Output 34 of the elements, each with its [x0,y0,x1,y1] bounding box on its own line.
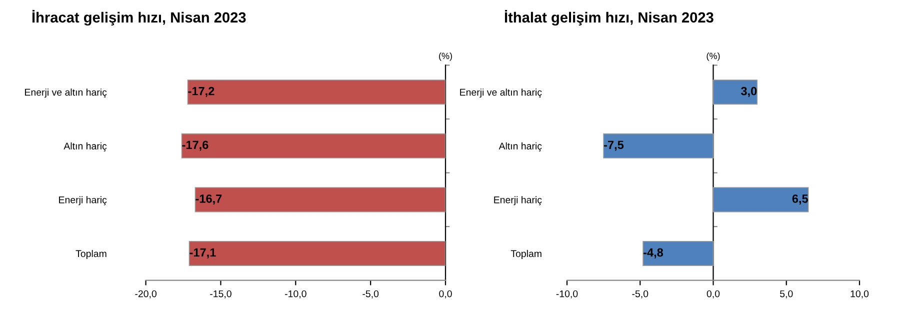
text: (%) [706,52,720,61]
y-tick-label: Enerji ve altın hariç [460,88,542,98]
bar [712,80,758,105]
data-label: -17,6 [182,140,208,151]
x-tick-label: 10,0 [850,290,869,298]
x-tick-label: -20,0 [135,290,156,298]
y-tick-label: Toplam [510,250,542,260]
data-label: 6,5 [792,194,808,205]
data-label: -7,5 [604,140,624,151]
x-tick-label: -5,0 [632,290,648,298]
chart-title: İhracat gelişim hızı, Nisan 2023 [32,10,246,26]
data-label: -17,2 [188,86,214,97]
bar [712,187,809,212]
data-label: 3,0 [740,86,757,97]
y-tick-label: Enerji hariç [494,196,542,206]
y-tick-label: Toplam [76,250,106,260]
x-tick-label: -15,0 [210,290,232,298]
x-tick-label: -5,0 [362,290,379,298]
data-label: -17,1 [190,248,216,258]
text: (%) [439,52,452,61]
chart-title: İthalat gelişim hızı, Nisan 2023 [504,10,714,26]
y-tick-label: Altın hariç [498,142,542,152]
y-tick-label: Altın hariç [64,142,107,152]
x-tick-label: 5,0 [780,290,793,298]
x-tick-label: 0,0 [706,290,720,298]
y-tick-label: Enerji hariç [59,196,107,206]
x-tick-label: 0,0 [439,290,452,298]
bar [603,133,714,158]
y-tick-label: Enerji ve altın hariç [25,88,107,98]
x-tick-label: -10,0 [556,290,578,298]
data-label: -16,7 [196,194,222,205]
bar [642,240,714,266]
data-label: -4,8 [644,248,664,258]
x-tick-label: -10,0 [285,290,306,298]
